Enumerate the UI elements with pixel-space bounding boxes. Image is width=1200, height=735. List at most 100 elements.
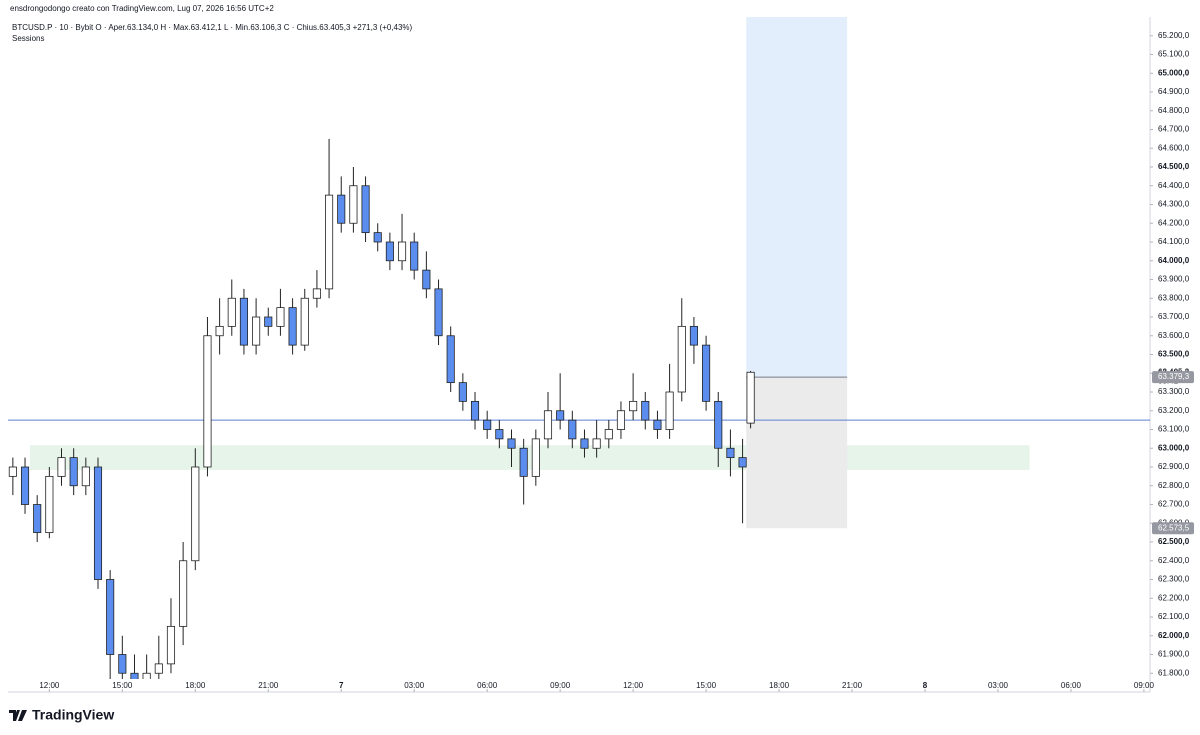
candle-body <box>264 316 273 327</box>
y-tick-label: 62.800,0 <box>1158 481 1190 490</box>
y-tick-label: 63.200,0 <box>1158 406 1190 415</box>
y-tick-label: 62.500,0 <box>1158 537 1190 546</box>
y-tick-label: 64.000,0 <box>1158 256 1190 265</box>
candle-body <box>519 447 528 477</box>
x-tick-label: 18:00 <box>769 681 790 690</box>
candle <box>239 288 248 355</box>
candle <box>629 373 638 421</box>
price-tag-box <box>1152 522 1194 535</box>
candle-body <box>689 325 698 346</box>
candle-body <box>507 438 516 449</box>
candle-body <box>252 316 261 346</box>
candle <box>397 213 407 271</box>
candle-body <box>179 560 188 627</box>
candle <box>556 373 565 430</box>
candle-body <box>227 297 236 327</box>
candle-body <box>45 475 54 534</box>
x-tick-label: 12:00 <box>623 681 644 690</box>
candle-body <box>738 457 747 468</box>
candle-body <box>556 410 565 421</box>
price-tag-box <box>1152 371 1194 384</box>
candle <box>592 420 601 458</box>
candle-body <box>604 429 613 440</box>
candle-body <box>154 663 163 674</box>
candle <box>543 392 553 449</box>
candle-body <box>166 625 176 665</box>
candle <box>57 448 66 486</box>
candle-body <box>373 232 382 243</box>
y-tick-label: 61.900,0 <box>1158 650 1190 659</box>
candle <box>142 654 151 679</box>
candle <box>470 392 480 430</box>
y-tick-label: 64.800,0 <box>1158 106 1190 115</box>
y-tick-label: 65.100,0 <box>1158 50 1190 59</box>
y-tick-label: 62.400,0 <box>1158 556 1190 565</box>
candle-body <box>458 382 467 402</box>
candle <box>373 223 382 252</box>
candle <box>410 232 419 280</box>
x-tick-label: 21:00 <box>842 681 863 690</box>
price-tag-label: 63.379,3 <box>1158 372 1190 381</box>
candle-body <box>142 672 151 679</box>
y-tick-label: 62.300,0 <box>1158 575 1190 584</box>
y-tick-label: 62.900,0 <box>1158 462 1190 471</box>
candle <box>689 317 698 364</box>
support-zone <box>29 445 1030 470</box>
candle <box>130 654 139 679</box>
stop-area <box>746 377 848 529</box>
candle-body <box>191 466 200 562</box>
y-tick-label: 64.200,0 <box>1158 218 1190 227</box>
candle <box>276 288 285 336</box>
candle <box>458 373 467 411</box>
logo-icon <box>9 710 27 721</box>
x-tick-label: 15:00 <box>112 681 133 690</box>
candle <box>495 420 504 449</box>
candle <box>337 176 346 233</box>
candle <box>361 176 370 242</box>
x-tick-label: 21:00 <box>258 681 279 690</box>
candle <box>179 542 188 646</box>
x-tick-label: 06:00 <box>477 681 498 690</box>
candle-body <box>8 466 17 477</box>
axes: 61.800,0 61.900,0 62.000,0 62.100,0 62.200,0… <box>39 31 1194 692</box>
x-tick-label: 09:00 <box>550 681 571 690</box>
candle <box>653 410 662 439</box>
candle <box>252 298 261 355</box>
candle-body <box>726 447 735 459</box>
candle <box>434 279 443 346</box>
x-tick-label: 03:00 <box>988 681 1009 690</box>
y-tick-label: 64.500,0 <box>1158 162 1190 171</box>
y-tick-label: 64.700,0 <box>1158 125 1190 134</box>
candle-body <box>434 288 443 337</box>
candle-body <box>20 466 30 505</box>
candle-body <box>483 419 492 430</box>
y-tick-label: 63.100,0 <box>1158 425 1190 434</box>
brand-name: TradingView <box>32 707 114 723</box>
x-tick-label: 7 <box>339 681 344 690</box>
candle <box>746 370 755 429</box>
candle-body <box>665 391 674 430</box>
candle <box>325 138 334 299</box>
candle-body <box>568 419 577 440</box>
x-tick-label: 15:00 <box>696 681 717 690</box>
candle-body <box>543 410 553 440</box>
candle-body <box>385 241 394 262</box>
candle <box>312 270 321 308</box>
candle-body <box>653 419 662 430</box>
candle-body <box>239 297 248 346</box>
candle <box>519 438 528 505</box>
candle <box>714 392 723 467</box>
candle <box>264 307 273 336</box>
candle-body <box>33 504 42 534</box>
y-tick-label: 62.200,0 <box>1158 593 1190 602</box>
candle-body <box>69 457 78 487</box>
x-tick-label: 12:00 <box>39 681 60 690</box>
x-tick-label: 8 <box>923 681 928 690</box>
candle <box>166 598 176 674</box>
candle <box>738 438 747 524</box>
candle <box>641 392 650 430</box>
candle <box>8 457 17 496</box>
y-tick-label: 61.800,0 <box>1158 668 1190 677</box>
